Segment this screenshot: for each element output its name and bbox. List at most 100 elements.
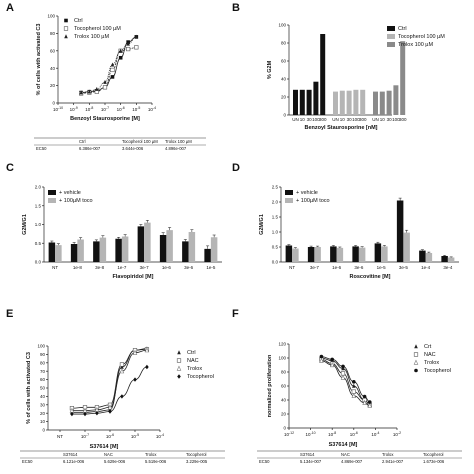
- x-tick-label: 10: [380, 117, 386, 122]
- ec50-value-cell: 2.941e-007: [382, 459, 404, 464]
- ec50-value-cell: EC50: [259, 459, 270, 464]
- x-tick-label: UN: [292, 117, 299, 122]
- bar: [313, 81, 319, 115]
- data-point: [341, 366, 345, 371]
- bar: [358, 247, 366, 262]
- legend-swatch: [387, 34, 395, 39]
- x-tick-label: 1e-7: [117, 265, 127, 270]
- y-axis-label: % of cells with activated C3: [26, 352, 32, 424]
- legend-label: NAC: [424, 352, 436, 358]
- x-tick-label: 10-2: [393, 431, 401, 437]
- data-point: [110, 75, 115, 79]
- x-axis-label: S37614 [M]: [90, 444, 119, 450]
- data-point: [341, 364, 345, 369]
- legend-label: Ctrl: [74, 18, 83, 24]
- ec50-header-cell: Tocopherol: [186, 452, 207, 457]
- bar: [210, 237, 218, 262]
- legend-swatch: [48, 198, 56, 203]
- y-tick-label: 100: [37, 344, 45, 349]
- x-tick-label: 30: [307, 117, 313, 122]
- y-tick-label: 80: [40, 360, 46, 365]
- bar: [330, 246, 337, 262]
- x-tick-label: 300: [319, 117, 327, 122]
- ec50-value-cell: 6.386e-007: [79, 146, 101, 151]
- y-tick-label: 30: [40, 402, 46, 407]
- bar: [339, 90, 345, 115]
- legend-label: + vehicle: [296, 190, 318, 196]
- y-tick-label: 1.5: [35, 203, 42, 208]
- x-tick-label: 10-8: [85, 106, 93, 112]
- x-tick-label: 10-12: [284, 431, 294, 437]
- y-tick-label: 70: [40, 369, 46, 374]
- ec50-header-cell: Trolox 100 µM: [165, 139, 192, 144]
- ec50-value-cell: EC50: [22, 459, 33, 464]
- bar: [306, 89, 312, 115]
- x-tick-label: 10-7: [101, 106, 109, 112]
- bar: [188, 232, 196, 262]
- x-tick-label: 10-10: [306, 431, 316, 437]
- x-tick-label: 10-4: [156, 433, 164, 439]
- x-tick-label: 10-8: [328, 431, 336, 437]
- legend-marker: [413, 352, 419, 357]
- y-axis-label: normalized proliferation: [267, 354, 273, 417]
- legend-label: + vehicle: [59, 190, 81, 196]
- y-axis-label: G2M/G1: [22, 214, 28, 235]
- x-axis-label: Roscovitine [M]: [350, 274, 391, 280]
- legend-marker: [63, 26, 69, 31]
- data-point: [119, 368, 125, 374]
- data-point: [367, 400, 372, 404]
- data-point: [110, 67, 115, 73]
- legend-swatch: [285, 190, 293, 195]
- bar: [166, 230, 173, 262]
- bar: [447, 257, 455, 262]
- legend-label: Tocopherol: [424, 368, 451, 374]
- data-point: [132, 349, 138, 355]
- x-tick-label: 1e-6: [332, 265, 342, 270]
- data-point: [133, 377, 137, 382]
- ec50-header-cell: NAC: [104, 452, 113, 457]
- data-point: [83, 411, 87, 417]
- x-tick-label: 10: [300, 117, 306, 122]
- x-tick-label: 10: [340, 117, 346, 122]
- bar: [360, 89, 366, 115]
- x-tick-label: 3e-7: [310, 265, 320, 270]
- legend-marker: [176, 365, 182, 371]
- data-point: [119, 362, 125, 367]
- bar: [299, 89, 305, 115]
- y-tick-label: 120: [278, 342, 286, 347]
- y-tick-label: 60: [50, 48, 56, 53]
- y-tick-label: 100: [278, 23, 286, 28]
- x-tick-label: 3e-6: [184, 265, 194, 270]
- y-tick-label: 0.0: [272, 260, 279, 265]
- legend-marker: [176, 358, 182, 363]
- bar: [425, 253, 433, 262]
- bar: [292, 248, 299, 262]
- data-point: [126, 41, 130, 46]
- x-tick-label: 10-4: [148, 106, 156, 112]
- bar: [320, 34, 326, 115]
- data-point: [362, 399, 367, 405]
- bar: [396, 200, 404, 262]
- legend-label: Trolox 100 µM: [398, 42, 433, 48]
- x-tick-label: 1e-5: [206, 265, 216, 270]
- legend-marker: [413, 359, 419, 365]
- bar: [55, 245, 62, 262]
- panel-letter-b: B: [232, 2, 240, 14]
- bar: [204, 248, 211, 262]
- legend-marker: [177, 350, 181, 355]
- panel-letter-a: A: [6, 2, 14, 14]
- bar: [182, 241, 189, 262]
- legend-marker: [414, 344, 418, 349]
- data-point: [134, 34, 139, 39]
- y-axis-label: % G2M: [267, 60, 273, 79]
- ec50-header-cell: NAC: [341, 452, 350, 457]
- ec50-header-cell: Trolox: [145, 452, 157, 457]
- bar: [48, 242, 56, 262]
- y-tick-label: 10: [40, 419, 46, 424]
- ec50-header-cell: Ctrl: [79, 139, 86, 144]
- x-tick-label: NT: [57, 434, 63, 439]
- y-tick-label: 90: [40, 352, 46, 357]
- x-tick-label: 10-9: [70, 106, 78, 112]
- bar: [381, 246, 388, 262]
- data-point: [340, 374, 346, 380]
